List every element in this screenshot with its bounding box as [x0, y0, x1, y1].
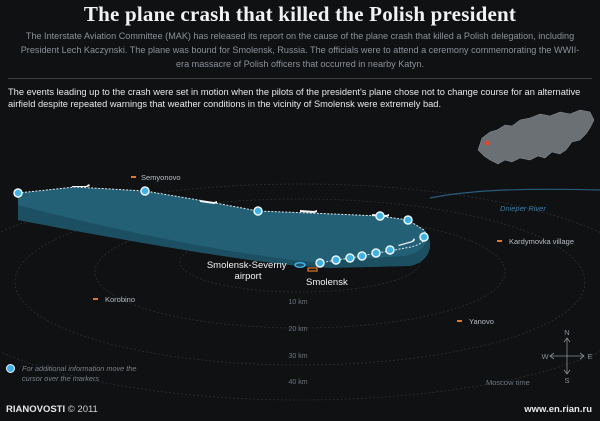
waypoint-marker-1[interactable] — [13, 188, 23, 198]
compass-s: S — [564, 376, 569, 385]
label-airport-line2: airport — [235, 271, 262, 282]
footer-logo: RIANOVOSTI © 2011 — [6, 404, 98, 415]
dnieper-river — [429, 188, 600, 199]
waypoint-marker-3[interactable] — [253, 206, 263, 216]
compass-arrow-w-icon — [549, 352, 555, 360]
page-title: The plane crash that killed the Polish p… — [83, 2, 517, 26]
compass-w: W — [541, 352, 549, 361]
legend-note: For additional information move the curs… — [22, 364, 137, 383]
compass-arrow-e-icon — [579, 352, 585, 360]
label-smolensk: Smolensk — [306, 277, 348, 288]
label-semyonovo: Semyonovo — [141, 173, 181, 182]
ring-label-40: 40 km — [288, 379, 307, 386]
waypoint-marker-4[interactable] — [375, 211, 385, 221]
label-airport-line1: Smolensk-Severny — [207, 260, 287, 271]
time-note: Moscow time — [486, 378, 530, 387]
plane-icon — [300, 210, 317, 213]
plane-icon — [72, 184, 90, 187]
waypoint-marker-5[interactable] — [403, 215, 413, 225]
ring-label-30: 30 km — [288, 353, 307, 360]
ring-30km — [14, 198, 586, 366]
label-kardymovka: Kardymovka village — [509, 237, 574, 246]
copyright: © 2011 — [67, 404, 98, 415]
ring-labels: 10 km 20 km 30 km 40 km — [288, 299, 307, 386]
compass — [549, 337, 585, 375]
compass-e: E — [587, 352, 592, 361]
smolensk-location-dot — [484, 140, 490, 146]
waypoint-marker-2[interactable] — [140, 186, 150, 196]
waypoint-marker-11[interactable] — [331, 255, 341, 265]
label-korobino: Korobino — [105, 295, 135, 304]
waypoint-marker-6[interactable] — [419, 232, 429, 242]
legend-marker-icon — [6, 364, 15, 373]
place-markers — [93, 176, 502, 322]
place-marker-yanovo — [457, 320, 462, 322]
label-airport: Smolensk-Severny airport — [207, 260, 289, 282]
plane-icon — [200, 200, 217, 204]
divider — [8, 78, 592, 79]
place-marker-kardymovka — [497, 240, 502, 242]
waypoint-marker-7[interactable] — [385, 245, 395, 255]
waypoint-marker-8[interactable] — [371, 248, 381, 258]
russia-shape-icon — [477, 109, 595, 165]
waypoint-marker-10[interactable] — [345, 253, 355, 263]
compass-arrow-s-icon — [563, 369, 571, 375]
ring-label-20: 20 km — [288, 326, 307, 333]
inset-russia-map — [477, 109, 595, 165]
footer-url[interactable]: www.en.rian.ru — [524, 404, 592, 415]
compass-n: N — [564, 328, 569, 337]
label-yanovo: Yanovo — [469, 317, 494, 326]
waypoint-marker-9[interactable] — [357, 251, 367, 261]
place-marker-korobino — [93, 298, 98, 300]
smolensk-marker — [307, 267, 318, 272]
waypoint-marker-12[interactable] — [315, 258, 325, 268]
plane-icon — [398, 238, 415, 246]
place-marker-semyonovo — [131, 176, 136, 178]
lead-text: The events leading up to the crash were … — [8, 87, 581, 109]
logo-text: RIANOVOSTI — [6, 404, 66, 415]
airport-runway — [294, 262, 306, 268]
ring-label-10: 10 km — [288, 299, 307, 306]
waypoint-markers[interactable] — [13, 186, 429, 268]
flight-area-shade — [18, 187, 427, 262]
compass-arrow-n-icon — [563, 337, 571, 343]
label-river: Dnieper River — [500, 204, 546, 213]
intro-text: The Interstate Aviation Committee (MAK) … — [20, 31, 580, 69]
